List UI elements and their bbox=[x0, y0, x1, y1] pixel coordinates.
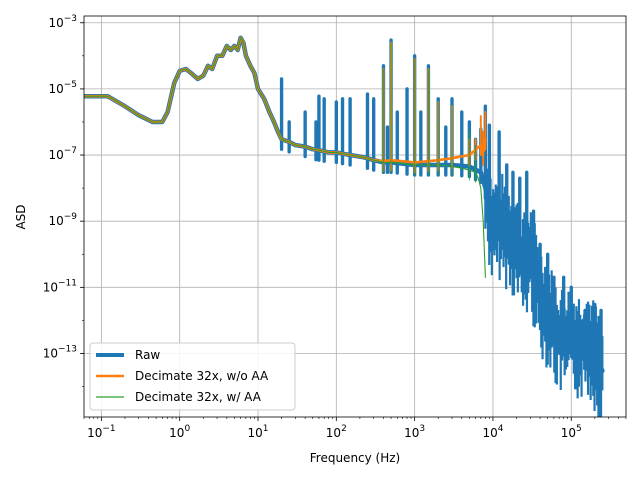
x-tick-label-1: 100 bbox=[169, 424, 190, 440]
x-tick-label-2: 101 bbox=[247, 424, 268, 440]
legend-label-decimate-aa: Decimate 32x, w/ AA bbox=[135, 390, 262, 404]
x-tick-label-4: 103 bbox=[404, 424, 425, 440]
legend-label-raw: Raw bbox=[135, 348, 160, 362]
x-tick-label-3: 102 bbox=[326, 424, 347, 440]
y-tick-label-2: 10−9 bbox=[48, 212, 77, 228]
y-tick-label-5: 10−3 bbox=[48, 14, 77, 30]
y-axis-label: ASD bbox=[14, 204, 28, 229]
y-tick-label-3: 10−7 bbox=[48, 146, 77, 162]
legend: Raw Decimate 32x, w/o AA Decimate 32x, w… bbox=[89, 342, 296, 411]
legend-box bbox=[89, 342, 296, 411]
x-tick-label-6: 105 bbox=[561, 424, 582, 440]
x-axis-ticks: 10−1 100 101 102 103 104 105 bbox=[83, 417, 627, 440]
series-line-2 bbox=[84, 37, 486, 278]
series-2 bbox=[84, 37, 486, 278]
raw-high-frequency-band bbox=[484, 152, 604, 417]
y-axis-ticks: 10−13 10−11 10−9 10−7 10−5 10−3 bbox=[43, 14, 84, 387]
y-tick-label-1: 10−11 bbox=[43, 278, 77, 294]
series-layer bbox=[84, 35, 605, 417]
x-axis-label: Frequency (Hz) bbox=[310, 451, 401, 465]
plot-frame bbox=[83, 15, 627, 418]
legend-label-decimate-no-aa: Decimate 32x, w/o AA bbox=[135, 369, 269, 383]
y-tick-label-0: 10−13 bbox=[43, 344, 77, 360]
x-tick-label-0: 10−1 bbox=[87, 424, 116, 440]
y-tick-label-4: 10−5 bbox=[48, 80, 77, 96]
x-tick-label-5: 104 bbox=[482, 424, 503, 440]
